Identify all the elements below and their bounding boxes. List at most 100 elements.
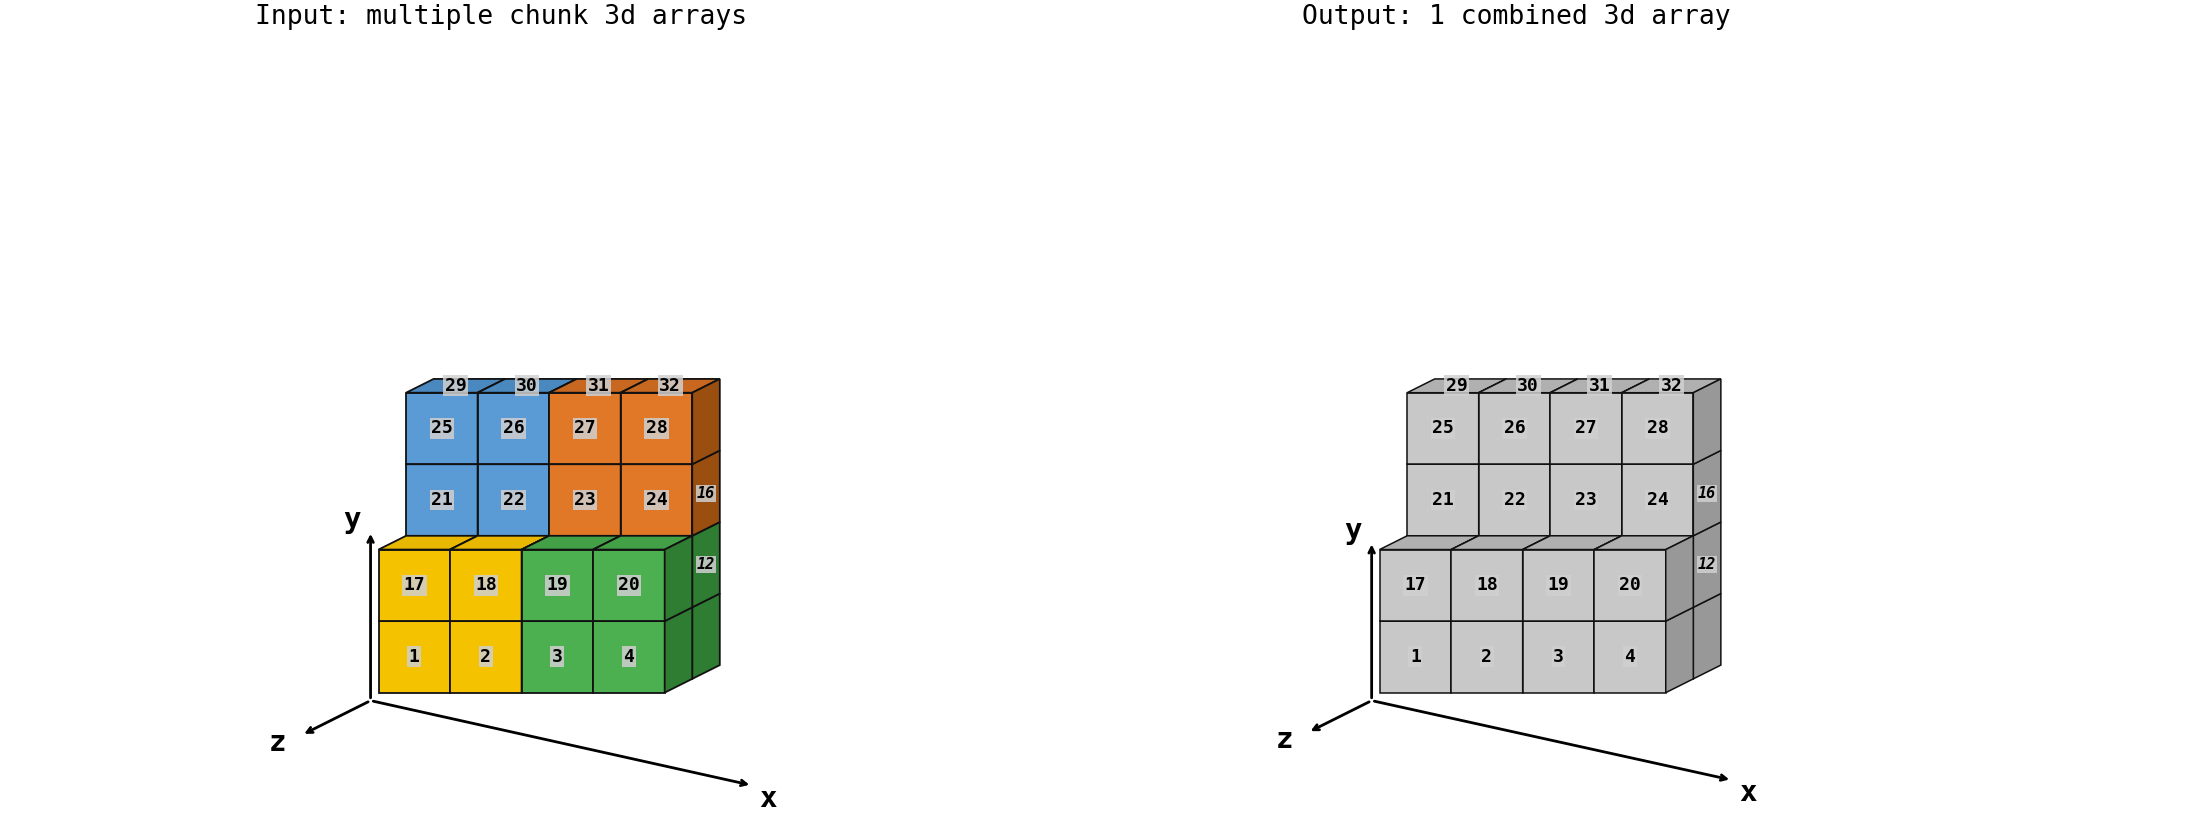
Polygon shape xyxy=(620,464,692,536)
Text: 4: 4 xyxy=(1625,648,1636,666)
Polygon shape xyxy=(1452,621,1522,693)
Polygon shape xyxy=(1551,607,1623,679)
Polygon shape xyxy=(1522,550,1594,621)
Polygon shape xyxy=(593,550,666,621)
Polygon shape xyxy=(620,536,692,607)
Polygon shape xyxy=(1623,379,1721,393)
Polygon shape xyxy=(1478,593,1507,679)
Polygon shape xyxy=(1623,536,1693,607)
Text: Input: multiple chunk 3d arrays: Input: multiple chunk 3d arrays xyxy=(254,4,747,30)
Text: 17: 17 xyxy=(1404,576,1426,594)
Polygon shape xyxy=(1380,607,1478,621)
Polygon shape xyxy=(521,607,620,621)
Text: 20: 20 xyxy=(1618,576,1640,594)
Polygon shape xyxy=(620,451,648,536)
Polygon shape xyxy=(1452,536,1551,550)
Text: 2: 2 xyxy=(1480,648,1491,666)
Text: 32: 32 xyxy=(1660,377,1682,395)
Polygon shape xyxy=(1594,607,1623,693)
Text: 2: 2 xyxy=(480,648,491,666)
Polygon shape xyxy=(405,593,506,607)
Polygon shape xyxy=(1551,522,1649,536)
Text: 20: 20 xyxy=(618,576,639,594)
Text: 21: 21 xyxy=(1432,491,1454,509)
Polygon shape xyxy=(1693,593,1721,679)
Polygon shape xyxy=(477,522,576,536)
Polygon shape xyxy=(1551,379,1649,393)
Text: 31: 31 xyxy=(1590,377,1610,395)
Polygon shape xyxy=(1522,607,1551,693)
Polygon shape xyxy=(1623,522,1649,607)
Polygon shape xyxy=(451,536,477,621)
Polygon shape xyxy=(550,451,648,464)
Polygon shape xyxy=(550,393,620,464)
Polygon shape xyxy=(1478,393,1551,464)
Polygon shape xyxy=(620,593,721,607)
Polygon shape xyxy=(593,536,692,550)
Text: Output: 1 combined 3d array: Output: 1 combined 3d array xyxy=(1303,4,1730,30)
Polygon shape xyxy=(379,536,477,550)
Polygon shape xyxy=(405,522,506,536)
Text: 31: 31 xyxy=(587,377,609,395)
Text: 19: 19 xyxy=(548,576,567,594)
Text: 27: 27 xyxy=(1575,419,1597,438)
Polygon shape xyxy=(1408,464,1478,536)
Polygon shape xyxy=(451,550,521,621)
Polygon shape xyxy=(1478,522,1577,536)
Polygon shape xyxy=(1478,607,1551,679)
Polygon shape xyxy=(477,607,550,679)
Polygon shape xyxy=(477,536,550,607)
Polygon shape xyxy=(1594,536,1693,550)
Polygon shape xyxy=(1380,536,1478,550)
Text: y: y xyxy=(344,507,361,535)
Polygon shape xyxy=(550,607,620,679)
Polygon shape xyxy=(1551,593,1577,679)
Polygon shape xyxy=(477,464,550,536)
Text: 18: 18 xyxy=(1476,576,1498,594)
Text: 16: 16 xyxy=(1697,485,1717,501)
Polygon shape xyxy=(477,379,506,464)
Polygon shape xyxy=(477,379,576,393)
Polygon shape xyxy=(405,379,506,393)
Polygon shape xyxy=(593,607,620,693)
Polygon shape xyxy=(1408,536,1478,607)
Polygon shape xyxy=(1594,607,1693,621)
Polygon shape xyxy=(593,621,666,693)
Polygon shape xyxy=(620,522,721,536)
Text: 26: 26 xyxy=(502,419,523,438)
Polygon shape xyxy=(1667,536,1693,621)
Polygon shape xyxy=(1478,536,1551,607)
Text: 23: 23 xyxy=(1575,491,1597,509)
Text: 29: 29 xyxy=(1445,377,1467,395)
Polygon shape xyxy=(451,607,550,621)
Text: y: y xyxy=(1345,517,1362,545)
Polygon shape xyxy=(1408,393,1478,464)
Polygon shape xyxy=(1452,607,1551,621)
Polygon shape xyxy=(550,593,576,679)
Polygon shape xyxy=(1522,621,1594,693)
Polygon shape xyxy=(1623,593,1721,607)
Text: 12: 12 xyxy=(696,557,716,572)
Polygon shape xyxy=(477,593,576,607)
Polygon shape xyxy=(1623,593,1649,679)
Text: 29: 29 xyxy=(445,377,466,395)
Polygon shape xyxy=(521,621,593,693)
Polygon shape xyxy=(1551,379,1577,464)
Polygon shape xyxy=(666,536,692,621)
Polygon shape xyxy=(451,536,550,550)
Polygon shape xyxy=(550,593,648,607)
Polygon shape xyxy=(1667,607,1693,693)
Polygon shape xyxy=(1594,621,1667,693)
Polygon shape xyxy=(1551,593,1649,607)
Polygon shape xyxy=(1623,451,1721,464)
Text: 24: 24 xyxy=(646,491,668,509)
Polygon shape xyxy=(550,522,576,607)
Text: 21: 21 xyxy=(431,491,453,509)
Text: 27: 27 xyxy=(574,419,596,438)
Polygon shape xyxy=(620,593,648,679)
Polygon shape xyxy=(1478,464,1551,536)
Polygon shape xyxy=(379,607,477,621)
Polygon shape xyxy=(1594,536,1623,621)
Polygon shape xyxy=(521,536,620,550)
Text: 19: 19 xyxy=(1548,576,1570,594)
